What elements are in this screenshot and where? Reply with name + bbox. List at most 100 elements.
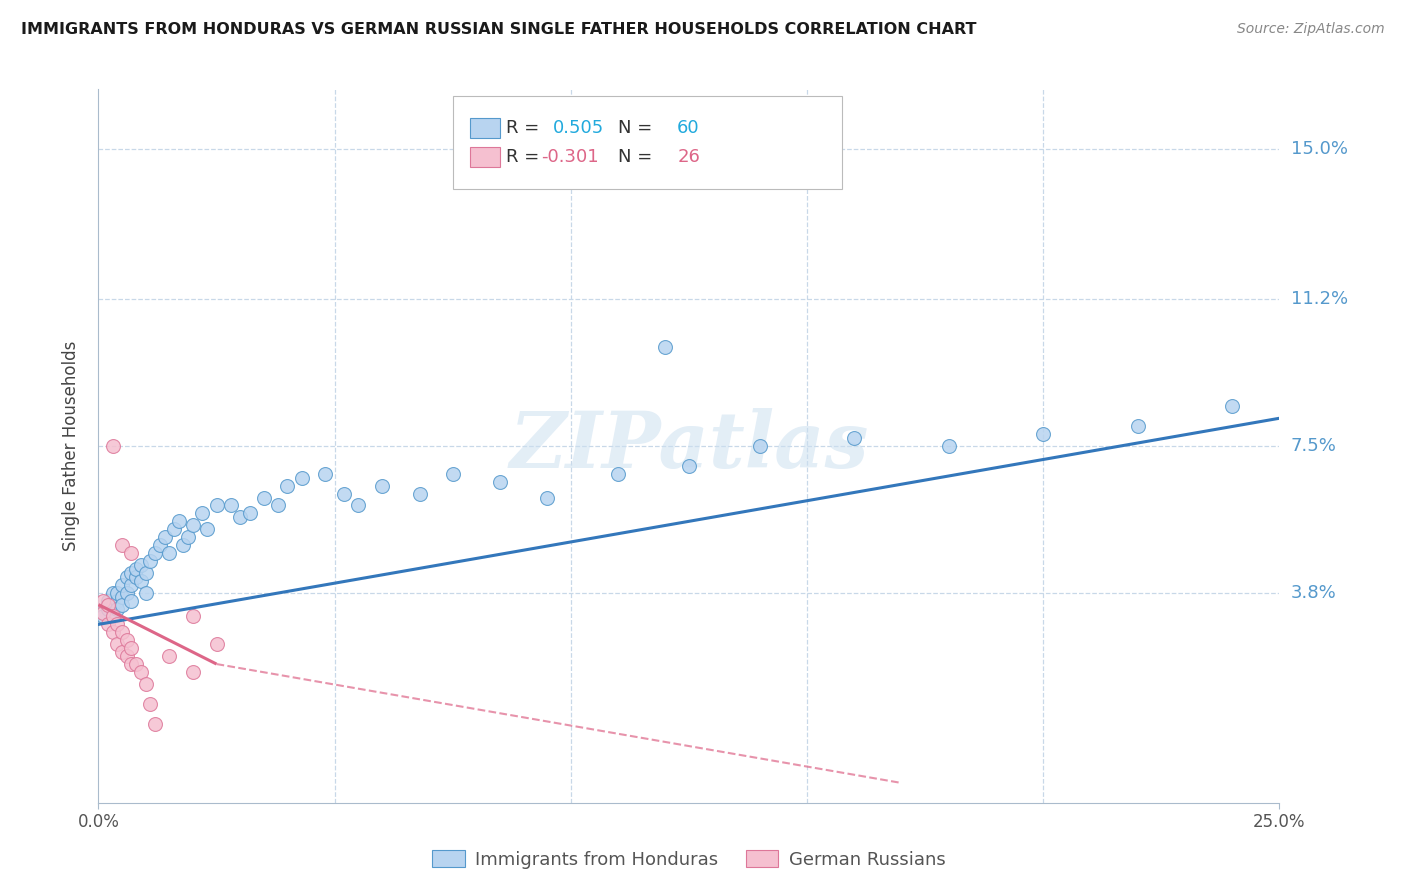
Point [267,499,290,513]
FancyBboxPatch shape [471,147,501,167]
Point [163,522,186,536]
Text: IMMIGRANTS FROM HONDURAS VS GERMAN RUSSIAN SINGLE FATHER HOUSEHOLDS CORRELATION : IMMIGRANTS FROM HONDURAS VS GERMAN RUSSI… [21,22,977,37]
Point [111,645,134,659]
Point [135,585,157,599]
Point [333,486,356,500]
Text: 0.505: 0.505 [553,120,605,137]
Point [101,439,124,453]
Point [111,578,134,592]
Point [105,585,128,599]
Point [115,649,138,664]
Point [115,570,138,584]
Point [149,538,172,552]
Text: R =: R = [506,148,546,166]
Point [111,598,134,612]
Point [111,538,134,552]
Point [121,593,143,607]
Point [143,546,166,560]
Point [536,491,558,505]
Point [172,538,194,552]
Point [121,657,143,671]
Point [121,566,143,580]
Text: 26: 26 [678,148,700,166]
Point [135,677,157,691]
Point [105,593,128,607]
Point [181,609,204,624]
Point [157,546,180,560]
Text: 60: 60 [678,120,700,137]
Point [314,467,336,481]
Point [105,637,128,651]
Point [489,475,512,489]
Point [153,530,176,544]
Point [177,530,200,544]
Point [143,716,166,731]
Text: 11.2%: 11.2% [1291,290,1348,309]
Point [678,458,700,473]
Point [1032,427,1054,442]
Point [181,518,204,533]
Text: R =: R = [506,120,546,137]
Point [441,467,464,481]
Point [101,606,124,620]
Point [115,585,138,599]
Point [115,633,138,648]
Point [239,507,262,521]
Point [408,486,430,500]
Text: -0.301: -0.301 [541,148,599,166]
Point [654,340,676,354]
Point [97,598,120,612]
Point [195,522,218,536]
Point [91,606,114,620]
Point [129,574,152,588]
Text: ZIPatlas: ZIPatlas [509,408,869,484]
Point [371,478,394,492]
Point [219,499,242,513]
Point [111,625,134,640]
Point [129,558,152,572]
Point [101,625,124,640]
Point [229,510,252,524]
Point [91,593,114,607]
Point [101,598,124,612]
Text: 3.8%: 3.8% [1291,583,1336,602]
Point [205,637,228,651]
Point [121,546,143,560]
Point [748,439,770,453]
Point [97,617,120,632]
Point [844,431,866,445]
Point [101,585,124,599]
Point [101,609,124,624]
Point [139,697,162,711]
Legend: Immigrants from Honduras, German Russians: Immigrants from Honduras, German Russian… [425,843,953,876]
Point [139,554,162,568]
Point [97,593,120,607]
Point [205,499,228,513]
Text: 15.0%: 15.0% [1291,140,1347,158]
FancyBboxPatch shape [471,119,501,138]
Point [135,566,157,580]
Text: N =: N = [619,148,658,166]
FancyBboxPatch shape [453,96,842,189]
Point [125,562,148,576]
Point [276,478,298,492]
Point [181,665,204,679]
Point [125,657,148,671]
Point [129,665,152,679]
Point [167,514,190,528]
Point [347,499,370,513]
Point [191,507,214,521]
Y-axis label: Single Father Households: Single Father Households [62,341,80,551]
Point [111,590,134,604]
Point [105,601,128,615]
Point [1126,419,1149,434]
Point [121,578,143,592]
Point [157,649,180,664]
Point [121,641,143,656]
Point [1220,400,1243,414]
Point [607,467,630,481]
Text: Source: ZipAtlas.com: Source: ZipAtlas.com [1237,22,1385,37]
Point [91,609,114,624]
Point [105,617,128,632]
Point [97,601,120,615]
